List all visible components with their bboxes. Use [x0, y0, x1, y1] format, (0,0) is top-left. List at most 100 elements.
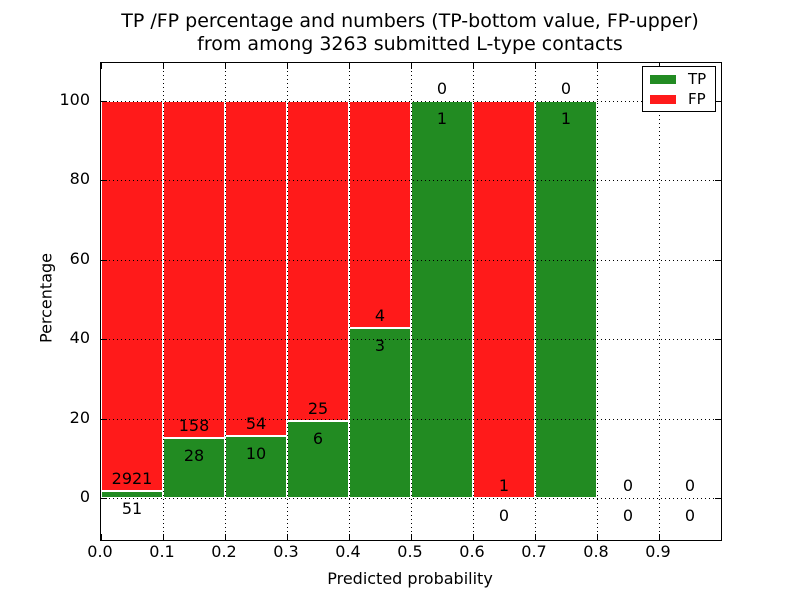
fp-bar-segment [225, 100, 287, 437]
x-tick-label: 0.0 [87, 542, 113, 561]
x-gridline [659, 63, 660, 540]
chart-title: TP /FP percentage and numbers (TP-bottom… [100, 10, 720, 56]
axis-tick [225, 63, 226, 69]
fp-bar-segment [287, 100, 349, 422]
tp-count-label: 3 [374, 335, 386, 355]
axis-tick [411, 534, 412, 540]
axis-tick [101, 534, 102, 540]
y-tick-label: 40 [69, 328, 90, 348]
x-axis-label: Predicted probability [327, 569, 493, 588]
axis-tick [163, 63, 164, 69]
tp-bar-segment [411, 100, 473, 499]
fp-count-label: 1 [498, 476, 510, 496]
axis-tick [715, 418, 721, 420]
tp-bar-segment [349, 327, 411, 499]
tp-count-label: 0 [684, 506, 696, 526]
x-tick-label: 0.3 [273, 542, 299, 561]
axis-tick [101, 259, 107, 261]
x-gridline [287, 63, 288, 540]
tp-count-label: 6 [312, 429, 324, 449]
legend-swatch-tp [650, 74, 676, 84]
axis-tick [349, 534, 350, 540]
x-tick-label: 0.2 [211, 542, 237, 561]
axis-tick [411, 63, 412, 69]
tp-bar-segment [225, 436, 287, 499]
axis-tick [349, 63, 350, 69]
x-gridline [535, 63, 536, 540]
tp-count-label: 0 [498, 506, 510, 526]
fp-count-label: 0 [436, 78, 448, 98]
y-tick-label: 20 [69, 407, 90, 427]
y-tick-label: 0 [79, 487, 90, 507]
x-gridline [349, 63, 350, 540]
legend: TP FP [642, 66, 716, 112]
axis-tick [101, 498, 107, 500]
x-tick-label: 0.4 [335, 542, 361, 561]
tp-count-label: 1 [560, 108, 572, 128]
tp-count-label: 1 [436, 108, 448, 128]
fp-bar-segment [349, 100, 411, 328]
y-tick-label: 80 [69, 169, 90, 189]
axis-tick [287, 534, 288, 540]
axis-tick [225, 534, 226, 540]
axis-tick [163, 534, 164, 540]
axis-tick [659, 534, 660, 540]
tp-count-label: 0 [622, 506, 634, 526]
axis-tick [101, 339, 107, 341]
axis-tick [715, 498, 721, 500]
axis-tick [715, 339, 721, 341]
axis-tick [473, 534, 474, 540]
fp-count-label: 0 [622, 476, 634, 496]
axis-tick [597, 63, 598, 69]
fp-bar-segment [473, 100, 535, 499]
legend-label: FP [688, 90, 706, 108]
x-gridline [597, 63, 598, 540]
legend-item-fp: FP [643, 91, 715, 108]
axis-tick [101, 180, 107, 182]
axis-tick [597, 534, 598, 540]
x-gridline [411, 63, 412, 540]
chart-title-line1: TP /FP percentage and numbers (TP-bottom… [121, 10, 699, 32]
axis-tick [715, 259, 721, 261]
x-gridline [225, 63, 226, 540]
tp-count-label: 51 [121, 499, 143, 519]
x-tick-label: 0.5 [397, 542, 423, 561]
axis-tick [101, 100, 107, 102]
x-tick-label: 0.1 [149, 542, 175, 561]
plot-area: 2921 51 158 28 54 10 25 6 4 3 0 1 1 0 0 1 0 0 0 0 [100, 62, 722, 541]
legend-label: TP [688, 70, 707, 88]
x-tick-label: 0.7 [521, 542, 547, 561]
axis-tick [473, 63, 474, 69]
fp-bar-segment [163, 100, 225, 439]
y-tick-label: 100 [59, 89, 90, 109]
axis-tick [101, 63, 102, 69]
axis-tick [715, 180, 721, 182]
tp-bar-segment [101, 491, 163, 499]
axis-tick [101, 418, 107, 420]
tp-count-label: 28 [183, 446, 205, 466]
tp-count-label: 10 [245, 444, 267, 464]
y-tick-label: 60 [69, 248, 90, 268]
fp-count-label: 0 [684, 476, 696, 496]
axis-tick [535, 534, 536, 540]
x-tick-label: 0.8 [583, 542, 609, 561]
fp-count-label: 25 [307, 399, 329, 419]
x-gridline [163, 63, 164, 540]
fp-count-label: 2921 [111, 469, 153, 489]
x-tick-label: 0.6 [459, 542, 485, 561]
legend-item-tp: TP [643, 71, 715, 88]
tp-bar-segment [535, 100, 597, 499]
fp-count-label: 54 [245, 414, 267, 434]
x-gridline [473, 63, 474, 540]
axis-tick [535, 63, 536, 69]
x-tick-label: 0.9 [645, 542, 671, 561]
fp-bar-segment [101, 100, 163, 492]
axis-tick [715, 100, 721, 102]
tp-bar-segment [163, 438, 225, 499]
fp-count-label: 158 [178, 416, 210, 436]
axis-tick [287, 63, 288, 69]
fp-count-label: 4 [374, 305, 386, 325]
legend-swatch-fp [650, 94, 676, 104]
chart-title-line2: from among 3263 submitted L-type contact… [197, 33, 623, 55]
